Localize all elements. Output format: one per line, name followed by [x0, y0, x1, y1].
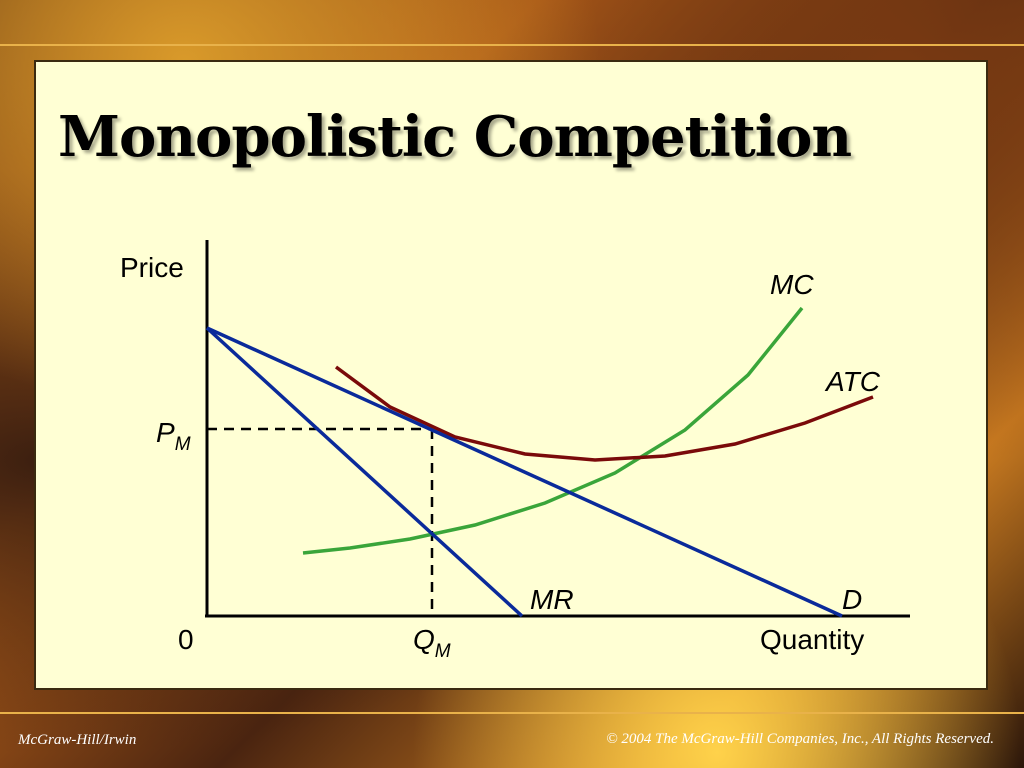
- mc-curve: [302, 306, 804, 555]
- atc-label: ATC: [824, 366, 881, 397]
- price-label-main: P: [156, 417, 175, 448]
- price-label-subscript: M: [175, 434, 191, 455]
- bottom-divider: [0, 712, 1024, 714]
- atc-curve: [334, 365, 874, 462]
- x-axis-label: Quantity: [760, 624, 864, 655]
- copyright-footer: © 2004 The McGraw-Hill Companies, Inc., …: [606, 731, 994, 747]
- marginal-revenue-curve: [205, 326, 524, 618]
- slide-title: Monopolistic Competition: [58, 104, 852, 170]
- demand-label: D: [842, 584, 862, 615]
- origin-label: 0: [178, 624, 194, 655]
- slide-panel: [34, 60, 988, 690]
- publisher-footer: McGraw-Hill/Irwin: [18, 732, 137, 748]
- price-label: PM: [156, 417, 191, 455]
- mc-label: MC: [770, 269, 814, 300]
- top-divider: [0, 44, 1024, 46]
- quantity-label: QM: [413, 624, 451, 662]
- y-axis-label: Price: [120, 252, 184, 283]
- quantity-label-subscript: M: [435, 641, 451, 662]
- mr-label: MR: [530, 584, 574, 615]
- demand-curve: [206, 326, 843, 618]
- quantity-label-main: Q: [413, 624, 435, 655]
